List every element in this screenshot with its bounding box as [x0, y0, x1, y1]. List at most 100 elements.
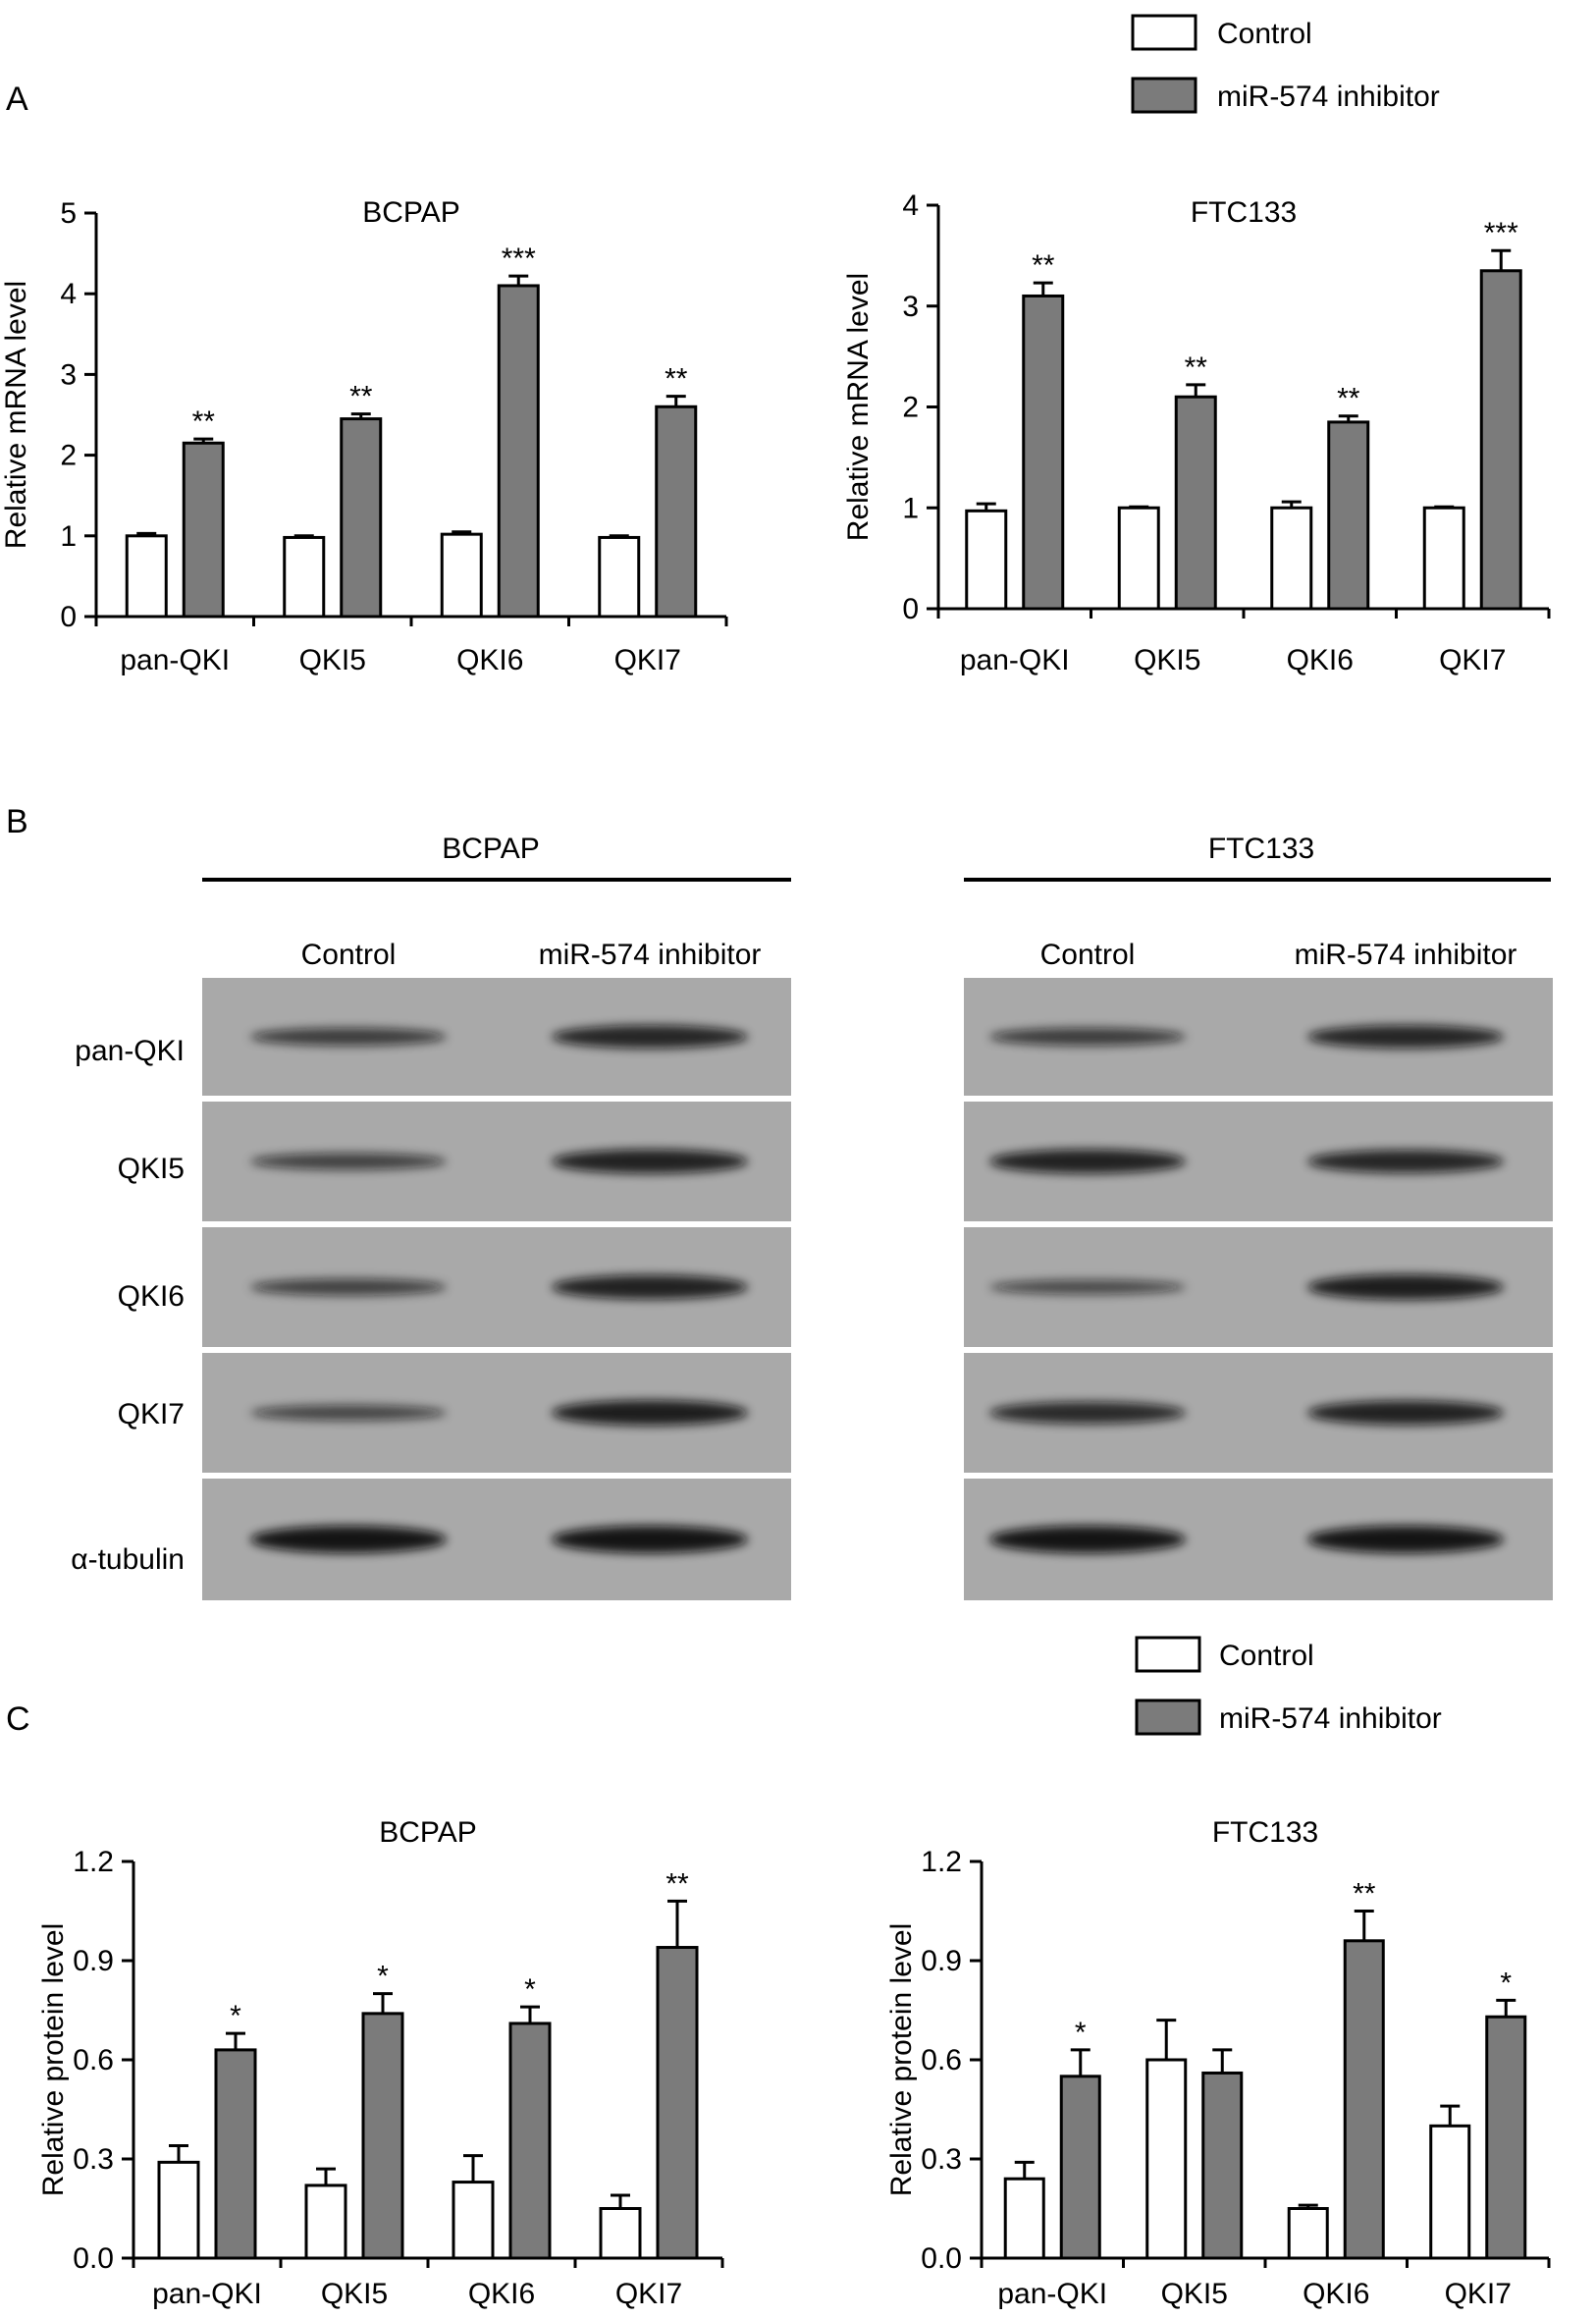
blot-band [552, 1526, 748, 1553]
bar-control [1117, 506, 1160, 611]
chart-title: FTC133 [1191, 196, 1297, 229]
bar-control [304, 2183, 347, 2260]
bar-inhibitor [1201, 2071, 1244, 2260]
x-tick-label: QKI6 [1287, 644, 1354, 676]
legend-a: Control miR-574 inhibitor [1131, 14, 1440, 114]
blot-band [989, 1279, 1186, 1295]
chart-title: BCPAP [379, 1816, 476, 1849]
x-tick-label: pan-QKI [997, 2278, 1107, 2310]
legend-label-inhibitor: miR-574 inhibitor [1219, 1702, 1442, 1735]
significance-marker: * [524, 1973, 536, 2006]
bar-control [598, 535, 641, 619]
bar-control [1422, 506, 1465, 611]
x-tick-label: QKI7 [615, 2278, 682, 2310]
significance-marker: ** [1337, 383, 1360, 415]
y-tick-label: 4 [60, 278, 77, 310]
significance-marker: ** [1032, 249, 1055, 282]
blot-cell-title-bcpap: BCPAP [442, 833, 539, 865]
blot-band [250, 1526, 447, 1553]
blot-band [1307, 1526, 1504, 1553]
y-tick-label: 0 [902, 593, 919, 625]
x-tick-label: QKI5 [1134, 644, 1200, 676]
bar-inhibitor [655, 404, 698, 619]
y-tick-label: 0 [60, 601, 77, 633]
blot-row-label: QKI5 [118, 1153, 185, 1185]
blot-band [989, 1149, 1186, 1174]
bar-control [1003, 2177, 1045, 2260]
bar-control [1270, 506, 1313, 611]
x-tick-label: pan-QKI [120, 644, 230, 676]
blot-lane-label-inhibitor: miR-574 inhibitor [539, 939, 762, 971]
x-tick-label: QKI7 [1445, 2278, 1512, 2310]
bar-control [599, 2207, 642, 2260]
bar-control [1287, 2207, 1329, 2260]
legend-swatch-control [1135, 1636, 1201, 1673]
y-tick-label: 0.0 [73, 2242, 114, 2275]
blot-band [1307, 1150, 1504, 1173]
y-tick-label: 1 [902, 492, 919, 524]
x-tick-label: QKI5 [299, 644, 366, 676]
bar-inhibitor [1174, 395, 1217, 611]
bar-inhibitor [340, 417, 383, 619]
y-tick-label: 0.0 [921, 2242, 962, 2275]
bar-inhibitor [1059, 2075, 1101, 2260]
panel-letter-a: A [6, 81, 28, 118]
blot-band [552, 1274, 748, 1300]
blot-band [250, 1278, 447, 1296]
y-axis-label: Relative mRNA level [0, 281, 32, 549]
bar-control [452, 2181, 495, 2260]
y-axis-label: Relative protein level [885, 1923, 918, 2196]
y-tick-label: 0.9 [73, 1945, 114, 1977]
bar-inhibitor [1485, 2015, 1527, 2260]
legend-label-control: Control [1219, 1640, 1314, 1672]
y-tick-label: 0.9 [921, 1945, 962, 1977]
blot-band [989, 1027, 1186, 1047]
legend-swatch-inhibitor [1135, 1698, 1201, 1736]
blot-band [250, 1153, 447, 1170]
significance-marker: ** [1353, 1878, 1376, 1911]
y-tick-label: 1.2 [921, 1846, 962, 1878]
x-tick-label: pan-QKI [960, 644, 1070, 676]
bar-control [440, 532, 483, 619]
chart-ftc133-mrna: FTC133 Relative mRNA level ** pan-QKI ** QKI5… [842, 189, 1551, 676]
panel-letter-c: C [6, 1700, 30, 1738]
bar-control [1145, 2058, 1188, 2260]
significance-marker: * [1500, 1967, 1512, 1999]
bar-inhibitor [497, 284, 540, 619]
blot-lane-label-control: Control [1040, 939, 1136, 971]
blot-lane-label-inhibitor: miR-574 inhibitor [1295, 939, 1517, 971]
y-tick-label: 1 [60, 520, 77, 553]
significance-marker: * [377, 1961, 389, 1993]
bar-inhibitor [508, 2022, 552, 2260]
y-tick-label: 2 [60, 440, 77, 472]
bar-inhibitor [1022, 294, 1065, 611]
blot-cell-title-ftc133: FTC133 [1208, 833, 1314, 865]
blot-band [1307, 1274, 1504, 1300]
blot-row-label: pan-QKI [75, 1035, 185, 1067]
blot-band [552, 1149, 748, 1174]
chart-bcpap-protein: BCPAP Relative protein level * pan-QKI * QKI5… [37, 1816, 724, 2310]
blot-row-label: α-tubulin [71, 1543, 185, 1576]
chart-title: FTC133 [1212, 1816, 1318, 1849]
legend-label-inhibitor: miR-574 inhibitor [1217, 81, 1440, 113]
blot-band [1307, 1025, 1504, 1049]
bar-control [1429, 2124, 1471, 2260]
y-tick-label: 3 [902, 291, 919, 323]
bar-inhibitor [1327, 420, 1370, 611]
significance-marker: *** [1484, 217, 1518, 249]
y-tick-label: 5 [60, 197, 77, 230]
x-tick-label: QKI7 [1439, 644, 1506, 676]
significance-marker: *** [502, 243, 536, 275]
y-tick-label: 0.6 [921, 2044, 962, 2076]
legend-swatch-inhibitor [1131, 77, 1197, 114]
y-tick-label: 0.3 [921, 2143, 962, 2176]
y-tick-label: 0.6 [73, 2044, 114, 2076]
x-tick-label: QKI5 [1161, 2278, 1228, 2310]
blot-band [250, 1027, 447, 1047]
blot-band [552, 1025, 748, 1049]
significance-marker: ** [192, 405, 216, 438]
legend-label-control: Control [1217, 18, 1312, 50]
y-tick-label: 3 [60, 358, 77, 391]
panel-letter-b: B [6, 803, 28, 840]
bar-inhibitor [361, 2012, 404, 2260]
